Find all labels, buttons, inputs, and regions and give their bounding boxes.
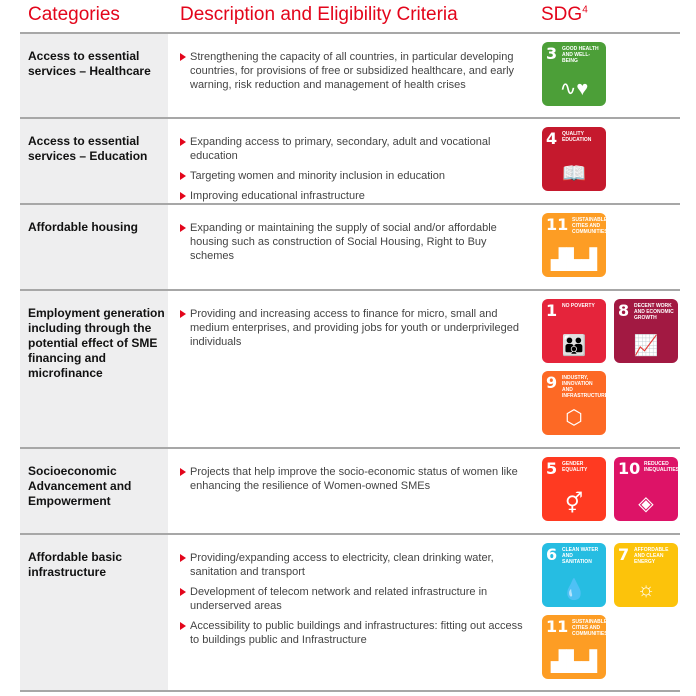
sdg-11-tile: 11 Sustainable cities and communities ▟▙… xyxy=(542,615,606,679)
sdg-title: Sustainable cities and communities xyxy=(572,217,606,235)
sdg-11-tile: 11 Sustainable cities and communities ▟▙… xyxy=(542,213,606,277)
sdg-title: Affordable and clean energy xyxy=(634,547,669,565)
category-name: Affordable basic infrastructure xyxy=(20,535,168,690)
row-divider xyxy=(20,533,680,535)
criteria-item: Strengthening the capacity of all countr… xyxy=(180,50,530,92)
criteria-list: Expanding access to primary, secondary, … xyxy=(180,135,530,209)
gender-icon: ⚥ xyxy=(564,493,584,515)
criteria-list: Providing and increasing access to finan… xyxy=(180,307,530,355)
sdg-title: Decent work and economic growth xyxy=(634,303,674,321)
criteria-item: Providing/expanding access to electricit… xyxy=(180,551,530,579)
header-description: Description and Eligibility Criteria xyxy=(180,4,458,25)
criteria-item: Improving educational infrastructure xyxy=(180,189,530,203)
table-row: Socioeconomic Advancement and Empowermen… xyxy=(20,449,680,533)
row-divider xyxy=(20,203,680,205)
book-icon: 📖 xyxy=(561,163,587,185)
family-icon: 👪 xyxy=(561,335,587,357)
header-categories: Categories xyxy=(28,4,120,25)
table-row: Access to essential services – Healthcar… xyxy=(20,34,680,117)
criteria-list: Projects that help improve the socio-eco… xyxy=(180,465,530,499)
sdg-4-tile: 4 Quality education 📖 xyxy=(542,127,606,191)
row-divider xyxy=(20,117,680,119)
criteria-item: Targeting women and minority inclusion i… xyxy=(180,169,530,183)
row-divider xyxy=(20,690,680,692)
sdg-1-tile: 1 No poverty 👪 xyxy=(542,299,606,363)
table-row: Affordable basic infrastructure Providin… xyxy=(20,535,680,690)
criteria-item: Development of telecom network and relat… xyxy=(180,585,530,613)
sdg-number: 1 xyxy=(546,301,558,320)
sdg-number: 7 xyxy=(618,545,630,564)
criteria-list: Expanding or maintaining the supply of s… xyxy=(180,221,530,269)
sdg-number: 6 xyxy=(546,545,558,564)
category-name: Access to essential services – Healthcar… xyxy=(20,34,168,117)
sdg-number: 3 xyxy=(546,44,558,63)
sdg-6-tile: 6 Clean water and sanitation 💧 xyxy=(542,543,606,607)
sdg-title: Clean water and sanitation xyxy=(562,547,599,565)
criteria-list: Strengthening the capacity of all countr… xyxy=(180,50,530,98)
category-name: Socioeconomic Advancement and Empowermen… xyxy=(20,449,168,533)
criteria-list: Providing/expanding access to electricit… xyxy=(180,551,530,653)
sdg-3-tile: 3 Good health and well-being ∿♥ xyxy=(542,42,606,106)
sdg-title: Sustainable cities and communities xyxy=(572,619,606,637)
sdg-number: 8 xyxy=(618,301,630,320)
sdg-label: SDG xyxy=(541,4,583,25)
category-name: Affordable housing xyxy=(20,205,168,289)
sdg-number: 5 xyxy=(546,459,558,478)
sdg-10-tile: 10 Reduced inequalities ◈ xyxy=(614,457,678,521)
header-sdg: SDG4 xyxy=(541,4,588,26)
sdg-number: 9 xyxy=(546,373,558,392)
row-divider xyxy=(20,447,680,449)
category-name: Access to essential services – Education xyxy=(20,119,168,203)
sun-power-icon: ☼ xyxy=(636,579,656,601)
sdg-number: 11 xyxy=(546,617,569,636)
sdg-8-tile: 8 Decent work and economic growth 📈 xyxy=(614,299,678,363)
criteria-item: Projects that help improve the socio-eco… xyxy=(180,465,530,493)
table-row: Access to essential services – Education… xyxy=(20,119,680,203)
city-icon: ▟▙▟ xyxy=(550,249,598,271)
row-divider xyxy=(20,289,680,291)
sdg-number: 11 xyxy=(546,215,569,234)
criteria-item: Providing and increasing access to finan… xyxy=(180,307,530,349)
sdg-number: 4 xyxy=(546,129,558,148)
sdg-title: Gender equality xyxy=(562,461,588,473)
row-divider xyxy=(20,32,680,34)
growth-chart-icon: 📈 xyxy=(633,335,659,357)
criteria-item: Expanding or maintaining the supply of s… xyxy=(180,221,530,263)
sdg-title: No poverty xyxy=(562,303,595,309)
table-row: Affordable housing Expanding or maintain… xyxy=(20,205,680,289)
criteria-item: Expanding access to primary, secondary, … xyxy=(180,135,530,163)
sdg-7-tile: 7 Affordable and clean energy ☼ xyxy=(614,543,678,607)
sdg-title: Quality education xyxy=(562,131,592,143)
sdg-number: 10 xyxy=(618,459,641,478)
sdg-9-tile: 9 Industry, innovation and infrastructur… xyxy=(542,371,606,435)
sdg-5-tile: 5 Gender equality ⚥ xyxy=(542,457,606,521)
criteria-item: Accessibility to public buildings and in… xyxy=(180,619,530,647)
sdg-title: Reduced inequalities xyxy=(644,461,678,473)
water-cup-icon: 💧 xyxy=(561,579,587,601)
city-icon: ▟▙▟ xyxy=(550,651,598,673)
sdg-title: Good health and well-being xyxy=(562,46,599,64)
cubes-icon: ⬡ xyxy=(565,407,583,429)
category-name: Employment generation including through … xyxy=(20,291,168,447)
equality-arrows-icon: ◈ xyxy=(638,493,654,515)
heartbeat-icon: ∿♥ xyxy=(559,78,589,100)
sdg-footnote: 4 xyxy=(582,4,588,16)
table-row: Employment generation including through … xyxy=(20,291,680,447)
sdg-title: Industry, innovation and infrastructure xyxy=(562,375,606,399)
